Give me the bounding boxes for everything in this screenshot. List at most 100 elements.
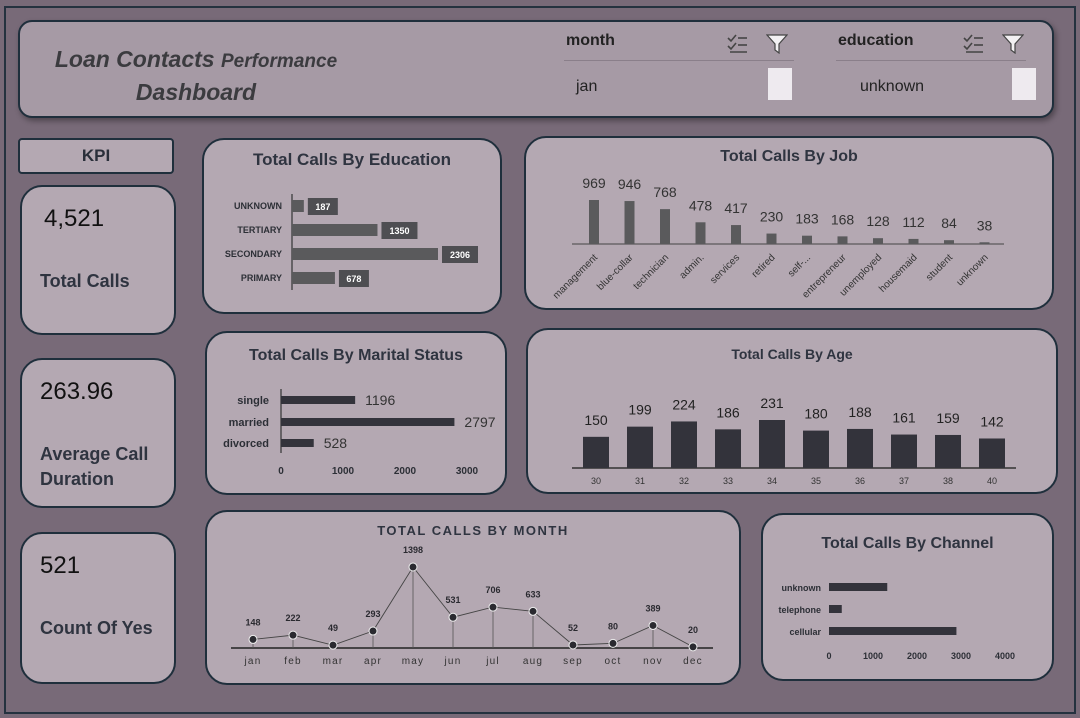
kpi-label-text: Total Calls	[40, 271, 130, 291]
category-label: management	[551, 252, 600, 301]
bar	[829, 583, 888, 591]
chart-job: 969 management 946 blue-collar 768 technician…	[551, 175, 1004, 301]
chart-marital: single 1196 married 2797 divorced 528 0 1000 200…	[223, 389, 496, 477]
clear-filter-icon[interactable]	[766, 34, 788, 54]
category-label: nov	[643, 656, 663, 667]
chart-month: 148 jan 222 feb 49 mar 293 apr 1398 may 531 jun 706 j…	[231, 545, 713, 667]
bar	[759, 420, 785, 468]
data-label: 633	[525, 589, 540, 599]
slicer-item-jan[interactable]: jan	[576, 78, 598, 95]
bar	[837, 236, 848, 244]
category-label: blue-collar	[595, 252, 636, 293]
slicer-scrollbar[interactable]	[1012, 68, 1036, 100]
bar	[281, 418, 455, 426]
tick-label: 2000	[394, 466, 417, 477]
category-label: 37	[899, 476, 909, 486]
data-label-box	[307, 198, 338, 215]
category-label: 30	[591, 476, 601, 486]
chart-education: UNKNOWN 187 TERTIARY 1350 SECONDARY 2306 PRIMA…	[225, 194, 478, 290]
data-point	[288, 630, 298, 640]
category-label: 36	[855, 476, 865, 486]
category-label: 31	[635, 476, 645, 486]
data-label: 389	[645, 603, 660, 613]
month-slicer-title: month	[566, 32, 615, 49]
data-label: 183	[795, 211, 819, 227]
category-label: retired	[750, 252, 778, 280]
tick-label: 4000	[995, 651, 1015, 661]
tick-label: 1000	[863, 651, 883, 661]
tick-label: 0	[826, 651, 831, 661]
category-label: mar	[323, 656, 344, 667]
category-label: jan	[244, 656, 262, 667]
kpi-card-count-yes: 521 Count Of Yes	[20, 532, 176, 684]
slicer-scrollbar[interactable]	[768, 68, 792, 100]
slicer-item-unknown[interactable]: unknown	[860, 78, 925, 95]
chart-title: Total Calls By Age	[731, 346, 853, 362]
data-label: 478	[689, 197, 713, 213]
category-label: PRIMARY	[241, 273, 282, 283]
data-point	[688, 642, 698, 652]
bar	[829, 605, 842, 613]
kpi-label: KPI	[18, 138, 174, 174]
data-label: 224	[672, 396, 696, 412]
data-label: 768	[653, 184, 677, 200]
data-label: 128	[866, 213, 890, 229]
chart-title: Total Calls By Channel	[821, 535, 994, 552]
data-label: 20	[688, 625, 698, 635]
bar	[766, 233, 777, 244]
kpi-card-avg-duration: 263.96 Average Call Duration	[20, 358, 176, 508]
dashboard-header: Loan Contacts Performance Dashboard mont…	[18, 20, 1054, 118]
data-label: 186	[716, 404, 740, 420]
chart-education-panel: Total Calls By Education UNKNOWN 187 TERTI…	[202, 138, 502, 314]
category-label: housemaid	[877, 252, 919, 294]
bar	[671, 421, 697, 468]
data-label: 187	[315, 202, 330, 212]
category-label: SECONDARY	[225, 249, 282, 259]
data-label: 1196	[365, 392, 395, 408]
bar	[979, 438, 1005, 468]
bar	[292, 272, 335, 284]
education-slicer[interactable]: education unknown	[828, 22, 1058, 114]
data-label: 148	[245, 617, 260, 627]
bar	[847, 428, 873, 468]
data-label-box	[442, 246, 478, 263]
chart-job-panel: Total Calls By Job 969 management 946 blue-…	[524, 136, 1054, 310]
bar	[583, 436, 609, 468]
category-label: technician	[632, 252, 672, 292]
bar	[281, 396, 356, 404]
bar	[829, 627, 957, 635]
data-label: 38	[977, 217, 993, 233]
category-label: cellular	[789, 627, 821, 637]
data-label: 417	[724, 200, 748, 216]
tick-label: 3000	[951, 651, 971, 661]
data-label: 969	[582, 175, 606, 191]
tick-label: 1000	[332, 466, 355, 477]
bar	[715, 429, 741, 468]
bar	[589, 200, 599, 244]
series-line	[252, 566, 694, 648]
slicer-divider	[564, 60, 794, 61]
bar	[979, 242, 990, 244]
bar	[803, 430, 829, 468]
chart-title: TOTAL CALLS BY MONTH	[377, 523, 569, 538]
title-small: Performance	[220, 51, 338, 72]
category-label: 33	[723, 476, 733, 486]
category-label: admin.	[678, 252, 707, 281]
data-label: 1398	[403, 545, 423, 555]
multi-select-icon[interactable]	[962, 34, 984, 54]
bar	[660, 209, 670, 244]
month-slicer[interactable]: month jan	[556, 22, 796, 114]
clear-filter-icon[interactable]	[1002, 34, 1024, 54]
data-label: 188	[848, 404, 872, 420]
data-label: 159	[936, 410, 960, 426]
data-label: 222	[285, 613, 300, 623]
multi-select-icon[interactable]	[726, 34, 748, 54]
category-label: sep	[563, 656, 583, 667]
category-label: 38	[943, 476, 953, 486]
title-line2: Dashboard	[135, 79, 257, 105]
category-label: self-...	[786, 252, 813, 279]
bar	[891, 434, 917, 468]
data-label: 52	[568, 623, 578, 633]
bar	[802, 235, 812, 244]
data-point	[248, 634, 258, 644]
